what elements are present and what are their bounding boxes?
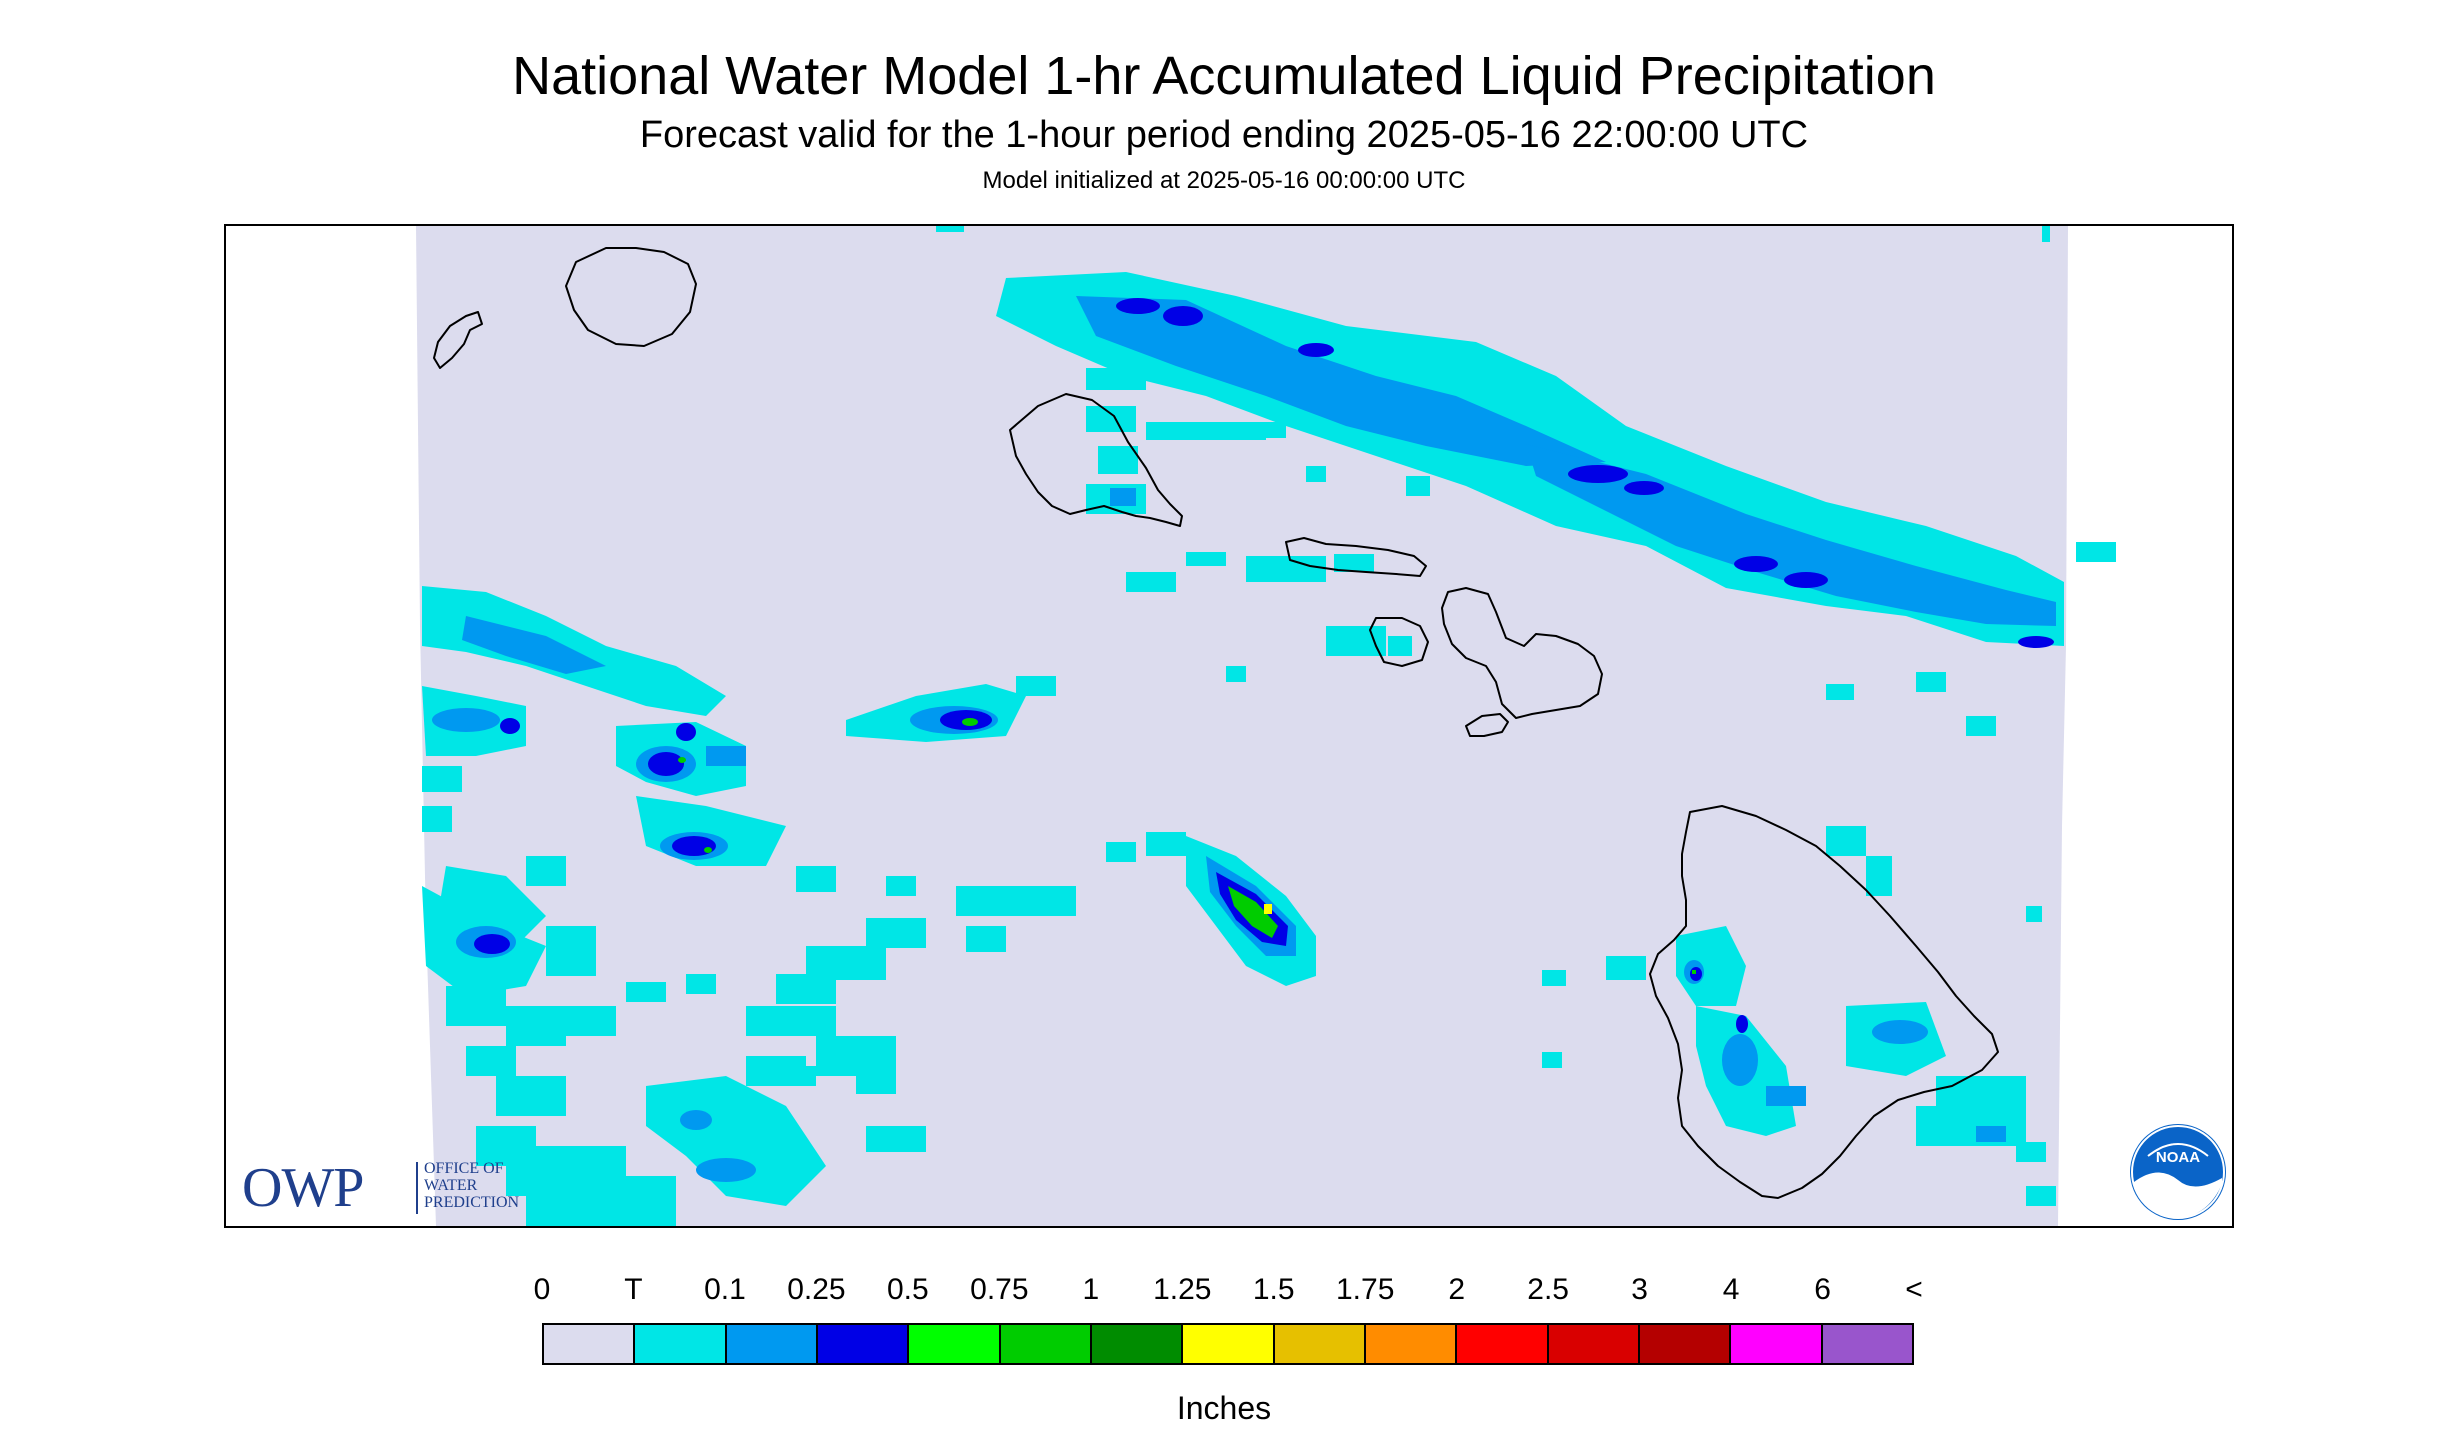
legend-swatch [817, 1325, 910, 1363]
rain-west-cells [422, 586, 786, 866]
rain-big-island [1542, 826, 2056, 1206]
owp-logo-line3: PREDICTION [424, 1194, 520, 1211]
legend-units: Inches [1176, 1390, 1272, 1426]
kahoolawe-outline [1465, 713, 1509, 737]
legend-label: 4 [1722, 1273, 1740, 1306]
kauai-outline [565, 247, 697, 347]
owp-logo-text: OFFICE OF WATER PREDICTION [424, 1160, 519, 1211]
maui-outline [1441, 587, 1603, 719]
legend-swatch [1000, 1325, 1092, 1363]
legend-label: 0.1 [704, 1273, 746, 1306]
legend-label: 3 [1631, 1273, 1648, 1306]
owp-logo: OWP OFFICE OF WATER PREDICTION [242, 1158, 562, 1218]
legend-swatch [1731, 1325, 1823, 1363]
owp-logo-letters: OWP [242, 1157, 364, 1219]
rain-band-north [936, 226, 2116, 736]
legend-swatch [1091, 1325, 1184, 1363]
niihau-outline [433, 311, 483, 369]
map-canvas [416, 226, 2116, 1226]
legend-swatch [726, 1325, 818, 1363]
legend-label: 2.5 [1527, 1273, 1569, 1306]
legend-swatch [1822, 1325, 1912, 1363]
map-title: National Water Model 1-hr Accumulated Li… [512, 46, 1936, 106]
legend-swatch [544, 1325, 636, 1363]
legend-swatch [909, 1325, 1001, 1363]
legend-swatch [1274, 1325, 1366, 1363]
legend-label: 0.5 [887, 1273, 929, 1306]
legend-label: 0.75 [970, 1273, 1029, 1306]
oahu-outline [1009, 393, 1183, 527]
legend-label: 1.75 [1335, 1273, 1395, 1306]
legend-colorbar [542, 1323, 1914, 1365]
rain-oahu-molokai [1086, 368, 1854, 700]
rain-south-central-cell [1106, 832, 1316, 986]
legend-labels: 0 T 0.1 0.25 0.5 0.75 1 1.25 1.5 1.75 2 2.5 3 4 6 < [534, 1270, 1923, 1310]
legend-swatch [1365, 1325, 1458, 1363]
legend-swatch [1183, 1325, 1275, 1363]
owp-logo-divider [416, 1162, 418, 1214]
legend-label: 6 [1814, 1273, 1831, 1306]
legend-swatch [1457, 1325, 1549, 1363]
legend-label: 1 [1082, 1273, 1100, 1306]
hawaii-outline [1649, 805, 1999, 1199]
rain-southwest-showers [422, 856, 1076, 1226]
legend-label: 1.25 [1153, 1273, 1212, 1306]
legend-swatch [635, 1325, 727, 1363]
precipitation-map: OWP OFFICE OF WATER PREDICTION NOAA [224, 224, 2234, 1228]
legend-swatch [1639, 1325, 1732, 1363]
owp-logo-line1: OFFICE OF [424, 1160, 504, 1177]
map-subtitle: Forecast valid for the 1-hour period end… [639, 114, 1809, 156]
legend-label: 0.25 [787, 1273, 846, 1306]
legend-label: 0 [533, 1273, 551, 1306]
legend-label: < [1905, 1273, 1923, 1306]
molokai-outline [1285, 537, 1427, 577]
legend-swatch [1548, 1325, 1640, 1363]
legend-label: 2 [1448, 1273, 1465, 1306]
owp-logo-line2: WATER [424, 1177, 478, 1194]
legend-label: T [624, 1273, 643, 1306]
model-init-time: Model initialized at 2025-05-16 00:00:00… [982, 167, 1466, 194]
noaa-logo: NOAA [2130, 1124, 2226, 1220]
legend-label: 1.5 [1252, 1273, 1295, 1306]
lanai-outline [1369, 617, 1429, 667]
noaa-logo-text: NOAA [2156, 1149, 2200, 1166]
rain-central-cell [846, 676, 1056, 742]
island-outlines [433, 247, 1999, 1199]
